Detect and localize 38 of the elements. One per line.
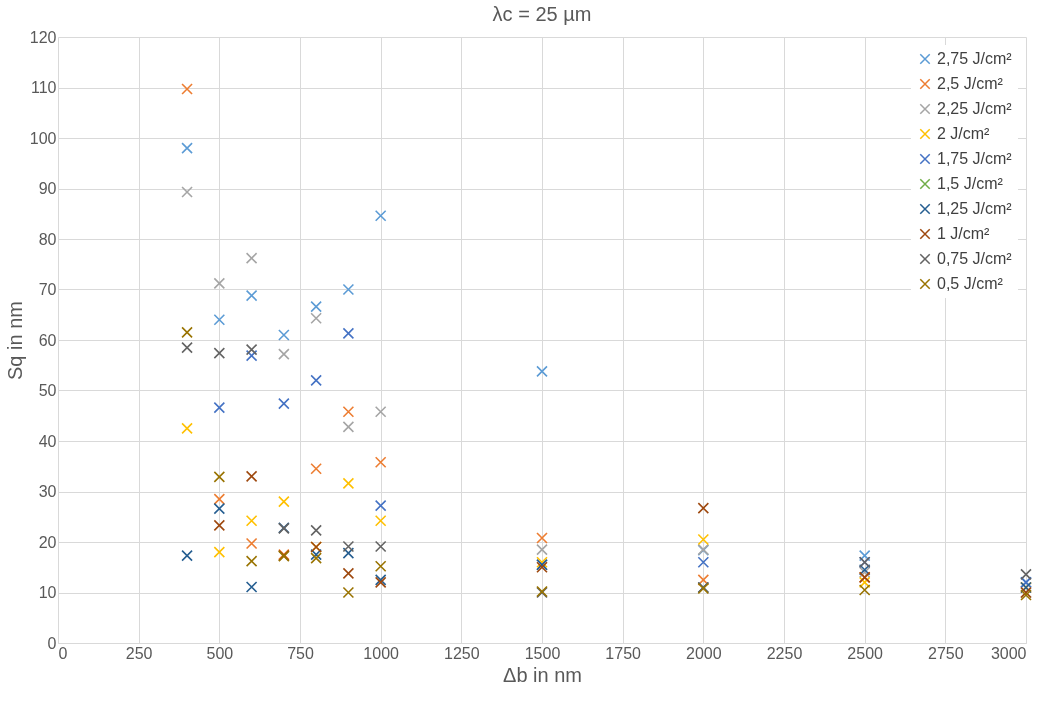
x-tick-label: 500 bbox=[206, 644, 234, 662]
y-tick-label: 60 bbox=[38, 331, 57, 349]
y-tick-label: 100 bbox=[29, 129, 57, 147]
x-tick-label: 2250 bbox=[766, 644, 803, 662]
y-tick-label: 30 bbox=[38, 483, 57, 500]
y-tick-label: 80 bbox=[38, 230, 57, 248]
legend-label: 2,75 J/cm² bbox=[937, 50, 1013, 67]
x-tick-label: 2000 bbox=[686, 644, 722, 662]
y-tick-label: 90 bbox=[38, 180, 57, 197]
x-tick-label: 1750 bbox=[605, 644, 642, 662]
x-tick-label: 2500 bbox=[847, 644, 884, 662]
y-tick-label: 20 bbox=[38, 533, 57, 551]
legend-label: 2,25 J/cm² bbox=[937, 100, 1013, 117]
legend-label: 2 J/cm² bbox=[937, 125, 991, 142]
legend-label: 2,5 J/cm² bbox=[937, 75, 1004, 92]
x-tick-label: 3000 bbox=[990, 644, 1027, 662]
y-axis-title: Sq in nm bbox=[3, 301, 26, 380]
x-tick-label: 750 bbox=[287, 644, 314, 662]
y-tick-label: 10 bbox=[38, 584, 57, 601]
y-tick-label: 110 bbox=[30, 79, 57, 96]
legend-label: 1,25 J/cm² bbox=[937, 200, 1013, 217]
x-tick-label: 2750 bbox=[928, 644, 964, 662]
legend-label: 0,5 J/cm² bbox=[937, 275, 1004, 292]
legend-label: 1,5 J/cm² bbox=[937, 175, 1004, 192]
x-axis-title: Δb in nm bbox=[503, 663, 582, 686]
x-tick-label: 1000 bbox=[363, 644, 400, 662]
legend-label: 1,75 J/cm² bbox=[937, 150, 1013, 167]
chart-title: λc = 25 µm bbox=[492, 3, 592, 25]
x-tick-label: 1250 bbox=[444, 644, 480, 662]
x-tick-label: 0 bbox=[58, 644, 68, 662]
x-tick-label: 1500 bbox=[524, 644, 561, 662]
y-tick-label: 40 bbox=[38, 432, 57, 450]
y-tick-label: 70 bbox=[38, 281, 57, 298]
legend-label: 1 J/cm² bbox=[937, 225, 991, 242]
y-tick-label: 50 bbox=[38, 382, 57, 399]
x-tick-label: 250 bbox=[125, 644, 153, 662]
y-tick-label: 120 bbox=[29, 28, 57, 46]
legend-label: 0,75 J/cm² bbox=[937, 250, 1013, 267]
